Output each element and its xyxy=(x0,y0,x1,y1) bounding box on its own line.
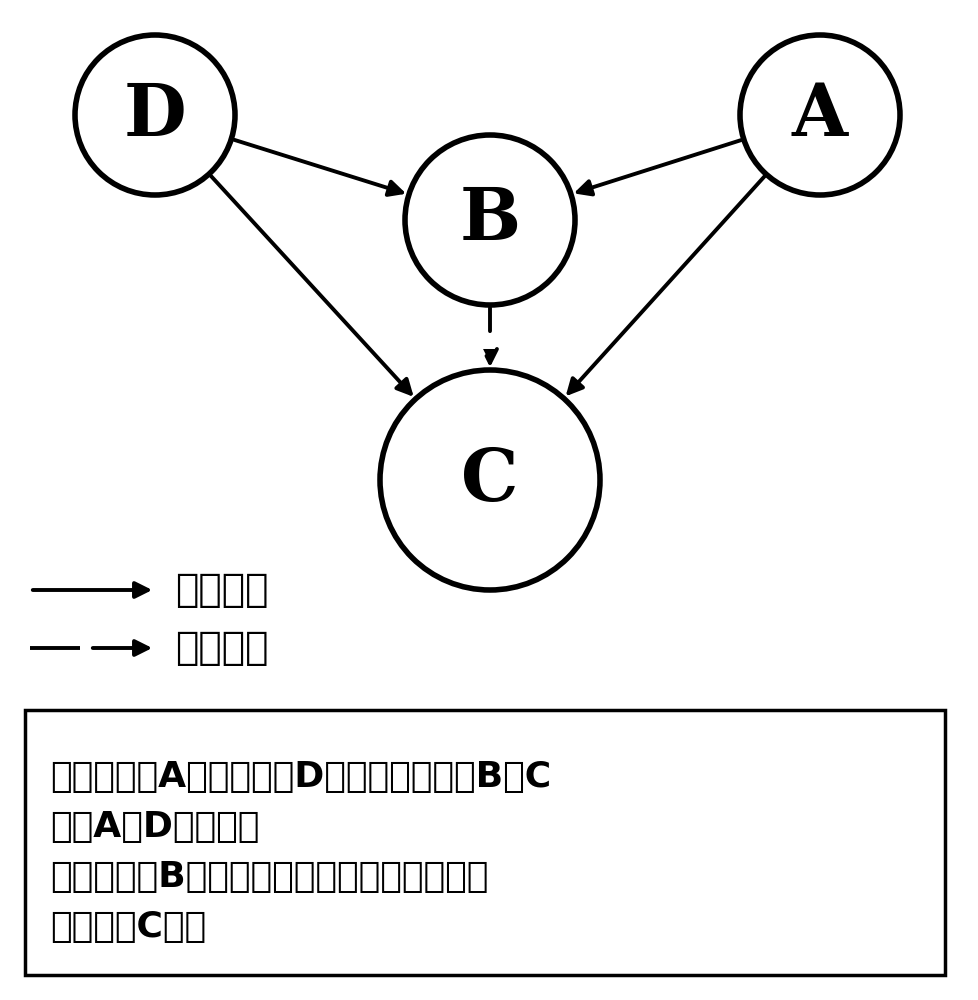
Text: 接收A、D所发信号: 接收A、D所发信号 xyxy=(50,810,259,844)
Bar xyxy=(25,710,944,975)
Text: 第二阶段：B将第一阶段所收信号进行放大转: 第二阶段：B将第一阶段所收信号进行放大转 xyxy=(50,860,488,894)
Ellipse shape xyxy=(75,35,235,195)
Text: 发，并由C接收: 发，并由C接收 xyxy=(50,910,206,944)
Text: 第一阶段：A发送信号，D发送人工噪声，B、C: 第一阶段：A发送信号，D发送人工噪声，B、C xyxy=(50,760,551,794)
Text: 第一阶段: 第一阶段 xyxy=(175,571,268,609)
Ellipse shape xyxy=(379,370,600,590)
Text: B: B xyxy=(459,184,520,255)
Ellipse shape xyxy=(405,135,574,305)
Text: A: A xyxy=(791,80,847,151)
Text: C: C xyxy=(461,444,518,516)
Text: 第二阶段: 第二阶段 xyxy=(175,629,268,667)
Ellipse shape xyxy=(739,35,899,195)
Text: D: D xyxy=(123,80,186,151)
